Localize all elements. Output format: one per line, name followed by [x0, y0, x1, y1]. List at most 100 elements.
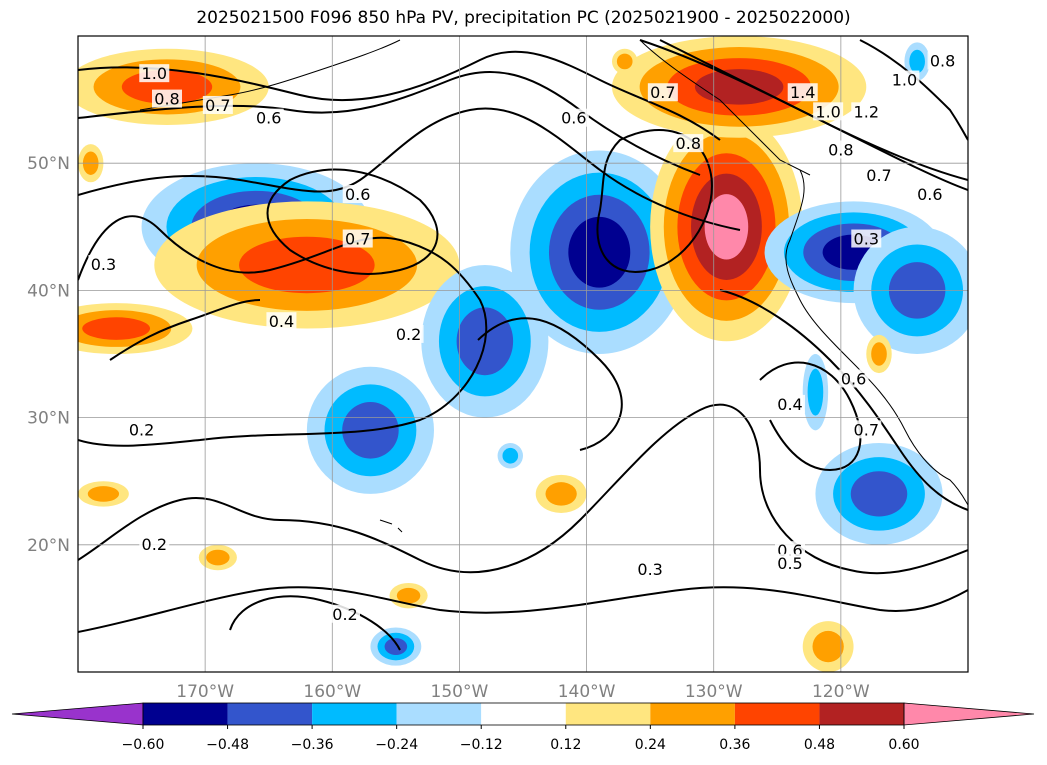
pv-contour-label: 0.6 — [841, 369, 866, 388]
pv-contour-label: 0.6 — [917, 185, 942, 204]
pv-contour-label: 0.7 — [854, 420, 879, 439]
contour-label-bg — [139, 64, 170, 83]
pv-contour-label: 1.0 — [142, 64, 167, 83]
lon-tick-label: 160°W — [303, 682, 361, 702]
precip-anomaly-shape — [807, 368, 824, 416]
pv-contour-line — [477, 317, 623, 451]
colorbar-bin — [734, 703, 820, 725]
colorbar-bin — [481, 703, 566, 725]
pv-contour-label: 0.8 — [676, 134, 701, 153]
pv-contour-label: 0.7 — [345, 230, 370, 249]
colorbar-extend-low — [11, 702, 144, 726]
lat-tick-label: 20°N — [27, 536, 70, 556]
contour-label-bg — [266, 312, 297, 331]
contour-label-bg — [647, 83, 678, 102]
contour-label-bg — [775, 394, 805, 413]
contour-label-bg — [635, 560, 666, 579]
pv-contour-label: 0.8 — [828, 140, 853, 159]
contour-label-bg — [202, 95, 233, 114]
pv-contour-label: 0.3 — [854, 230, 879, 249]
lon-tick-label: 170°W — [176, 682, 234, 702]
pv-contour-label: 0.7 — [650, 83, 675, 102]
contour-label-bg — [914, 185, 945, 203]
precip-anomaly-shape — [909, 49, 925, 74]
colorbar-tick-label: −0.60 — [122, 737, 165, 753]
contour-label-bg — [152, 89, 182, 108]
coastline — [785, 169, 968, 506]
contour-label-bg — [851, 102, 882, 121]
lon-tick-label: 150°W — [431, 682, 489, 702]
map-frame — [77, 35, 969, 673]
pv-contour-label: 0.3 — [637, 560, 662, 579]
colorbar-tick-label: −0.24 — [375, 737, 418, 753]
colorbar-tick-label: 0.12 — [550, 737, 581, 753]
precip-anomaly-shape — [616, 53, 633, 70]
contour-label-bg — [330, 604, 360, 623]
contour-label-bg — [673, 134, 704, 153]
pv-contour-label: 0.5 — [777, 554, 802, 573]
pv-contour-line — [78, 50, 721, 141]
pv-contour-label: 0.6 — [256, 109, 281, 128]
colorbar-tick-label: 0.36 — [719, 737, 750, 753]
map-gridlines — [78, 36, 968, 672]
colorbar: −0.60 −0.48 −0.36 −0.24 −0.12 0.12 0.24 0.36 0.4… — [11, 702, 1035, 753]
colorbar-tick-label: −0.12 — [460, 737, 503, 753]
precip-anomaly-shape — [502, 447, 519, 464]
map-title: 2025021500 F096 850 hPa PV, precipitatio… — [196, 8, 851, 28]
contour-label-bg — [889, 70, 920, 89]
colorbar-bin — [312, 703, 397, 725]
pv-contour-line — [759, 361, 862, 472]
coastline — [639, 39, 811, 176]
precip-anomaly-shape — [812, 630, 844, 663]
pv-contour-label: 0.7 — [205, 96, 230, 115]
colorbar-tick-label: −0.48 — [206, 737, 249, 753]
colorbar-tick-label: 0.60 — [888, 737, 919, 753]
pv-contour-label: 0.7 — [866, 166, 891, 185]
pv-contour-label: 1.0 — [815, 102, 840, 121]
pv-contour-label: 0.2 — [129, 420, 154, 439]
colorbar-tick-label: 0.48 — [804, 737, 835, 753]
coastline — [379, 519, 403, 533]
colorbar-bin — [227, 703, 313, 725]
precip-anomaly-shape — [568, 216, 631, 288]
precip-anomaly-shape — [396, 587, 421, 604]
pv-contour-label: 1.4 — [790, 83, 815, 102]
colorbar-tick-label: −0.36 — [291, 737, 334, 753]
pv-contour-label: 0.8 — [154, 90, 179, 109]
pv-contour-line — [78, 215, 488, 447]
lat-tick-label: 30°N — [27, 409, 70, 429]
contour-label-bg — [864, 165, 894, 184]
contour-label-bg — [253, 108, 284, 127]
contour-label-bg — [558, 108, 589, 127]
pv-contour-label: 1.0 — [892, 71, 917, 90]
precip-anomaly-shape — [82, 317, 151, 340]
colorbar-tick-label: 0.24 — [635, 737, 666, 753]
contour-label-bg — [139, 534, 170, 553]
precip-anomaly-shape — [206, 549, 230, 566]
pv-contour-line — [78, 107, 741, 231]
pv-contour-labels: 1.0 0.8 0.7 0.6 0.6 0.7 0.8 0.6 0.7 0.3 0.4 0.2 0.2 0… — [88, 51, 958, 624]
pv-contour-label: 1.2 — [854, 102, 879, 121]
contour-label-bg — [393, 324, 424, 343]
colorbar-bin — [650, 703, 735, 725]
pv-contour-line — [229, 595, 401, 651]
pv-contour-line — [659, 39, 968, 191]
contour-label-bg — [342, 185, 373, 203]
contour-label-bg — [126, 420, 157, 439]
contour-label-bg — [775, 553, 805, 572]
pv-contour-label: 0.2 — [396, 325, 421, 344]
precip-anomaly-shape — [850, 471, 908, 517]
colorbar-frame — [142, 702, 905, 726]
colorbar-bin — [396, 703, 482, 725]
coastline-layer — [139, 39, 968, 533]
lon-tick-label: 120°W — [812, 682, 870, 702]
pv-contour-label: 0.4 — [269, 312, 294, 331]
contour-label-bg — [838, 369, 869, 388]
colorbar-bin — [819, 703, 904, 725]
contour-label-bg — [825, 140, 856, 159]
pv-contour-label: 0.3 — [91, 255, 116, 274]
precip-anomaly-shape — [87, 486, 120, 502]
precip-anomaly-shape — [545, 482, 577, 506]
lon-tick-label: 130°W — [685, 682, 743, 702]
